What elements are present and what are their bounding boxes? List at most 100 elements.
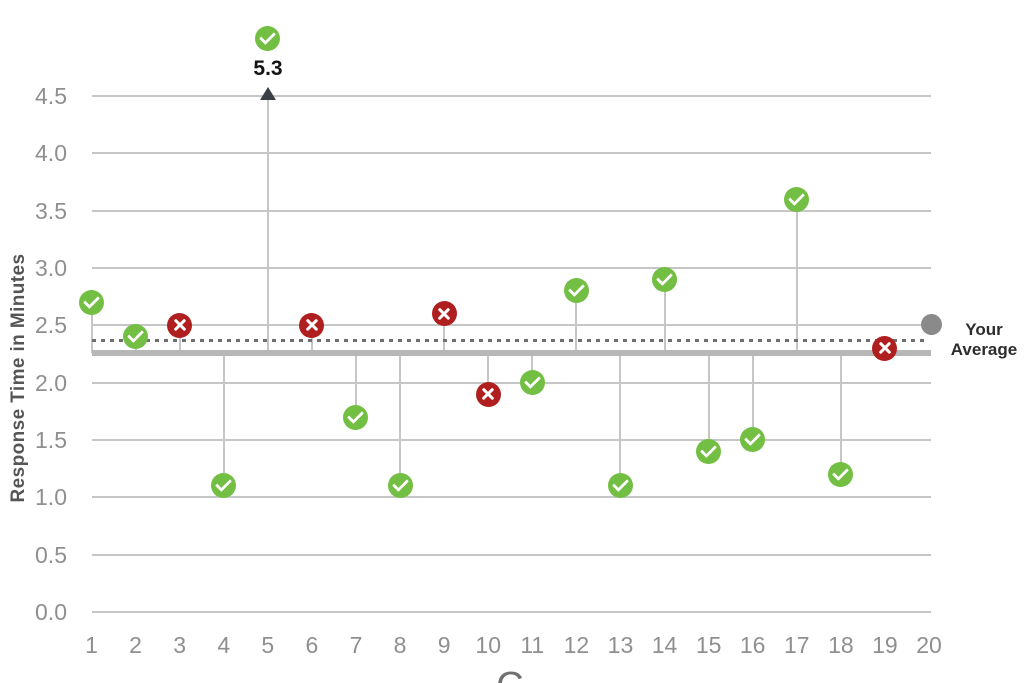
check-icon xyxy=(832,463,850,481)
missed-target-marker xyxy=(872,335,898,361)
missed-target-marker xyxy=(299,312,325,338)
x-tick-label: 9 xyxy=(437,632,451,658)
gridline xyxy=(92,553,931,556)
y-tick-label: 0.5 xyxy=(35,541,67,568)
check-icon xyxy=(391,475,409,493)
check-icon xyxy=(347,406,365,424)
x-tick-label: 16 xyxy=(739,632,766,658)
on-target-marker xyxy=(828,461,854,487)
x-icon xyxy=(432,301,457,326)
x-tick-label: 4 xyxy=(217,632,231,658)
dotted-average-line xyxy=(92,338,929,342)
gridline xyxy=(92,496,931,499)
x-tick-label: 19 xyxy=(872,632,898,658)
y-tick-label: 4.5 xyxy=(35,82,67,109)
on-target-marker xyxy=(211,473,237,499)
point-stem xyxy=(443,313,446,353)
missed-target-marker xyxy=(431,301,457,327)
arrow-up-icon xyxy=(260,87,276,100)
missed-target-marker xyxy=(475,381,501,407)
y-tick-label: 4.0 xyxy=(35,140,67,167)
x-tick-label: 2 xyxy=(129,632,142,658)
on-target-marker xyxy=(696,438,722,464)
check-icon xyxy=(744,429,762,447)
your-average-label-line1: Your xyxy=(965,320,1003,339)
check-icon xyxy=(83,291,100,309)
x-tick-label: 13 xyxy=(607,632,634,658)
gridline xyxy=(92,611,931,613)
on-target-marker xyxy=(123,324,149,350)
on-target-marker xyxy=(79,289,104,315)
check-icon xyxy=(259,27,277,45)
point-stem xyxy=(222,352,225,486)
check-icon xyxy=(611,475,629,493)
point-stem xyxy=(707,352,710,452)
gridline xyxy=(92,324,931,327)
gridline xyxy=(92,381,931,384)
x-tick-label: 5 xyxy=(261,632,275,658)
on-target-marker xyxy=(740,427,766,453)
y-tick-label: 3.0 xyxy=(35,254,67,281)
y-tick-label: 2.5 xyxy=(35,312,67,339)
x-tick-label: 11 xyxy=(520,632,545,658)
on-target-marker xyxy=(607,473,633,499)
gridline xyxy=(92,209,931,212)
y-tick-label: 3.5 xyxy=(35,197,67,224)
on-target-marker xyxy=(784,186,810,212)
x-icon xyxy=(872,336,897,361)
x-icon xyxy=(167,313,192,338)
y-tick-label: 0.0 xyxy=(35,599,67,625)
y-tick-label: 1.0 xyxy=(35,484,67,511)
check-icon xyxy=(523,372,541,390)
check-icon xyxy=(788,188,806,206)
y-axis-title: Response Time in Minutes xyxy=(8,253,29,503)
check-icon xyxy=(215,475,233,493)
missed-target-marker xyxy=(167,312,193,338)
point-stem xyxy=(839,352,842,475)
point-stem xyxy=(266,94,269,353)
x-tick-label: 8 xyxy=(393,632,407,658)
on-target-marker xyxy=(387,473,413,499)
x-tick-label: 17 xyxy=(783,632,810,658)
on-target-marker xyxy=(255,25,281,51)
x-tick-label: 20 xyxy=(916,632,942,658)
x-axis-title-partial: C xyxy=(488,666,532,683)
your-average-dot-icon xyxy=(921,314,942,335)
on-target-marker xyxy=(519,370,545,396)
point-stem xyxy=(399,352,402,486)
x-tick-label: 3 xyxy=(173,632,187,658)
point-stem xyxy=(354,352,357,418)
x-tick-label: 18 xyxy=(828,632,854,658)
on-target-marker xyxy=(652,266,678,292)
check-icon xyxy=(700,440,718,458)
x-tick-label: 10 xyxy=(475,632,502,658)
y-tick-label: 1.5 xyxy=(35,426,67,453)
x-tick-label: 12 xyxy=(563,632,590,658)
point-stem xyxy=(575,290,578,353)
on-target-marker xyxy=(343,404,369,430)
x-axis-title-partial-letter: C xyxy=(496,666,523,683)
point-stem xyxy=(531,352,534,383)
gridline xyxy=(92,152,931,155)
x-icon xyxy=(476,382,501,407)
y-tick-label: 2.0 xyxy=(35,369,67,396)
check-icon xyxy=(656,268,674,286)
point-stem xyxy=(90,302,93,353)
point-stem xyxy=(751,352,754,440)
on-target-marker xyxy=(563,278,589,304)
point-stem xyxy=(663,279,666,353)
x-tick-label: 7 xyxy=(349,632,363,658)
x-icon xyxy=(299,313,324,338)
point-stem xyxy=(795,199,798,353)
your-average-line xyxy=(92,349,931,356)
gridline xyxy=(92,438,931,441)
point-stem xyxy=(619,352,622,486)
your-average-label: Your Average xyxy=(944,320,1024,360)
x-tick-label: 14 xyxy=(651,632,678,658)
x-tick-label: 15 xyxy=(695,632,722,658)
check-icon xyxy=(127,326,145,344)
point-stem xyxy=(487,352,490,395)
your-average-label-line2: Average xyxy=(950,340,1018,359)
